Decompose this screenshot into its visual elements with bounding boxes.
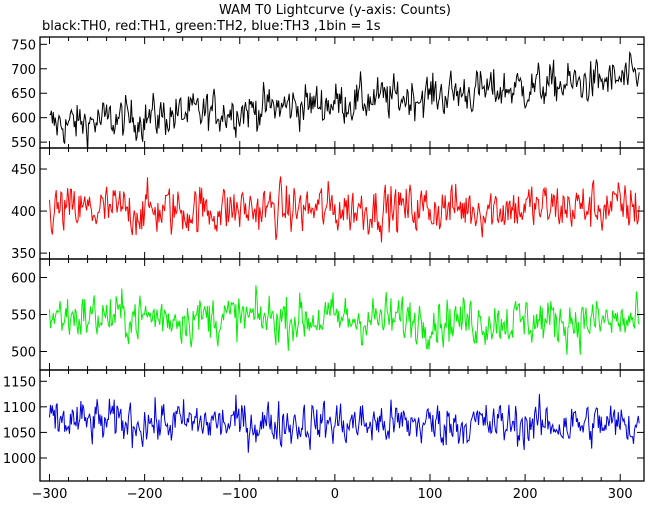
y-tick-label: 350 [11,247,36,262]
y-tick-label: 750 [11,38,36,53]
x-tick-label: 0 [331,487,339,502]
y-tick-label: 1000 [3,452,36,467]
panel-th0: 550 600 650 700 750 [11,36,645,151]
panel-th2: 500 550 600 [11,258,645,371]
x-tick-label: 100 [418,487,443,502]
series-line-th0 [49,50,640,148]
panels: 5506006507007503504004505005506001000105… [3,36,645,502]
series-line-th1 [49,176,640,243]
panel-th1: 350 400 450 [11,147,645,262]
panel-th3: 1000 1050 1100 1150 −300 −200 −100 0 100 200 300 [3,369,645,502]
y-tick-label: 550 [11,309,36,324]
y-tick-label: 1150 [3,375,36,390]
y-tick-label: 500 [11,346,36,361]
y-tick-label: 700 [11,63,36,78]
chart-subtitle: black:TH0, red:TH1, green:TH2, blue:TH3 … [42,19,381,34]
panel-frame [39,369,645,482]
x-tick-label: 200 [513,487,538,502]
chart-title: WAM T0 Lightcurve (y-axis: Counts) [219,3,451,18]
series-line-th3 [49,393,640,453]
y-tick-label: 1100 [3,401,36,416]
y-tick-label: 600 [11,272,36,287]
y-tick-label: 550 [11,136,36,151]
y-tick-label: 450 [11,163,36,178]
x-tick-label: −100 [222,487,258,502]
series-line-th2 [49,285,640,355]
y-tick-label: 400 [11,205,36,220]
y-tick-label: 1050 [3,426,36,441]
y-tick-label: 650 [11,87,36,102]
x-tick-label: 300 [608,487,633,502]
x-tick-label: −200 [127,487,163,502]
y-tick-label: 600 [11,112,36,127]
x-tick-label: −300 [32,487,68,502]
